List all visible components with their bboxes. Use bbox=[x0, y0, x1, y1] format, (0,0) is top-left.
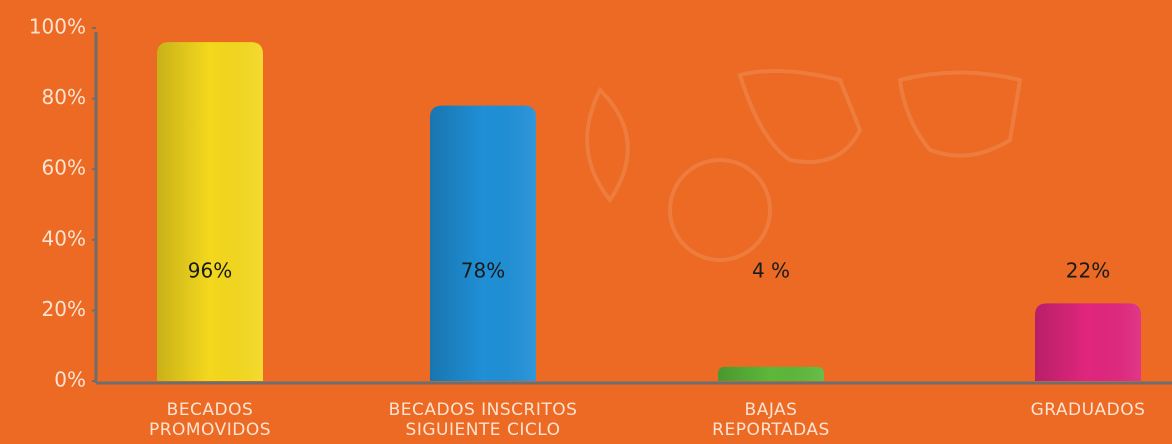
y-tick-label: 80% bbox=[42, 85, 86, 109]
value-label: 4 % bbox=[752, 259, 790, 283]
chart-page: 0% 20% 40% 60% 80% 100% 96% 78% 4 % 22% BECADOS P… bbox=[0, 0, 1172, 444]
value-label: 22% bbox=[1066, 259, 1110, 283]
bar-shade bbox=[1035, 303, 1141, 381]
bar-shade bbox=[157, 42, 263, 381]
x-tick-label: BECADOS INSCRITOS SIGUIENTE CICLO bbox=[333, 400, 633, 440]
value-label: 96% bbox=[188, 259, 232, 283]
y-tick-label: 40% bbox=[42, 226, 86, 250]
x-tick-label: BAJAS REPORTADAS bbox=[621, 400, 921, 440]
value-label: 78% bbox=[461, 259, 505, 283]
x-tick-label: BECADOS PROMOVIDOS bbox=[60, 400, 360, 440]
bar-shade bbox=[430, 106, 536, 381]
y-tick-label: 0% bbox=[54, 368, 86, 392]
y-tick-label: 100% bbox=[29, 15, 86, 39]
y-tick-label: 20% bbox=[42, 297, 86, 321]
chart: 0% 20% 40% 60% 80% 100% 96% 78% 4 % 22% bbox=[0, 0, 1172, 444]
decoration bbox=[587, 71, 1020, 260]
y-tick-label: 60% bbox=[42, 156, 86, 180]
x-tick-label: GRADUADOS bbox=[938, 400, 1172, 420]
bar-shade bbox=[718, 367, 824, 381]
